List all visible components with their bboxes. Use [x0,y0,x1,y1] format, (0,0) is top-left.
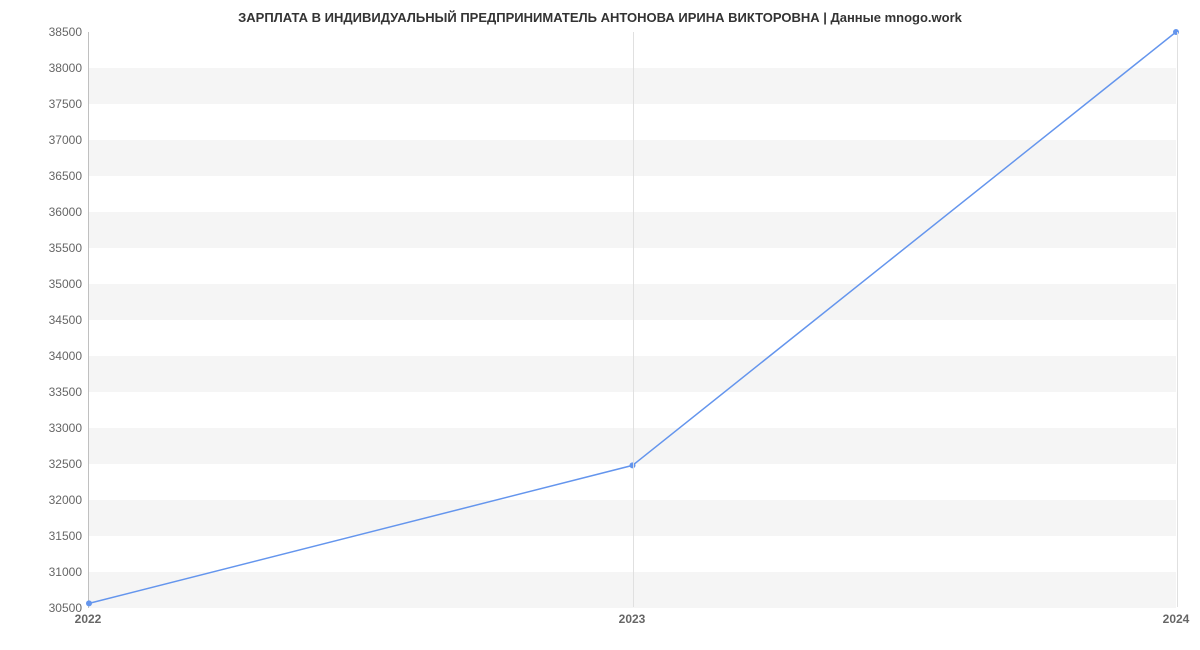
y-tick-label: 36000 [22,205,82,219]
y-tick-label: 35000 [22,277,82,291]
plot-area [88,32,1176,608]
y-tick-label: 32500 [22,457,82,471]
x-tick-label: 2023 [619,612,646,626]
data-point [86,600,92,606]
chart-title: ЗАРПЛАТА В ИНДИВИДУАЛЬНЫЙ ПРЕДПРИНИМАТЕЛ… [0,10,1200,25]
salary-line-chart: ЗАРПЛАТА В ИНДИВИДУАЛЬНЫЙ ПРЕДПРИНИМАТЕЛ… [0,0,1200,650]
x-gridline [633,32,634,607]
data-point [1173,29,1179,35]
x-gridline [1177,32,1178,607]
y-tick-label: 38000 [22,61,82,75]
x-tick-label: 2024 [1163,612,1190,626]
y-tick-label: 30500 [22,601,82,615]
y-tick-label: 33000 [22,421,82,435]
y-tick-label: 34000 [22,349,82,363]
y-tick-label: 33500 [22,385,82,399]
x-tick-label: 2022 [75,612,102,626]
y-tick-label: 37500 [22,97,82,111]
y-tick-label: 32000 [22,493,82,507]
y-tick-label: 31500 [22,529,82,543]
y-tick-label: 37000 [22,133,82,147]
y-tick-label: 36500 [22,169,82,183]
y-tick-label: 31000 [22,565,82,579]
y-tick-label: 38500 [22,25,82,39]
y-tick-label: 34500 [22,313,82,327]
y-tick-label: 35500 [22,241,82,255]
